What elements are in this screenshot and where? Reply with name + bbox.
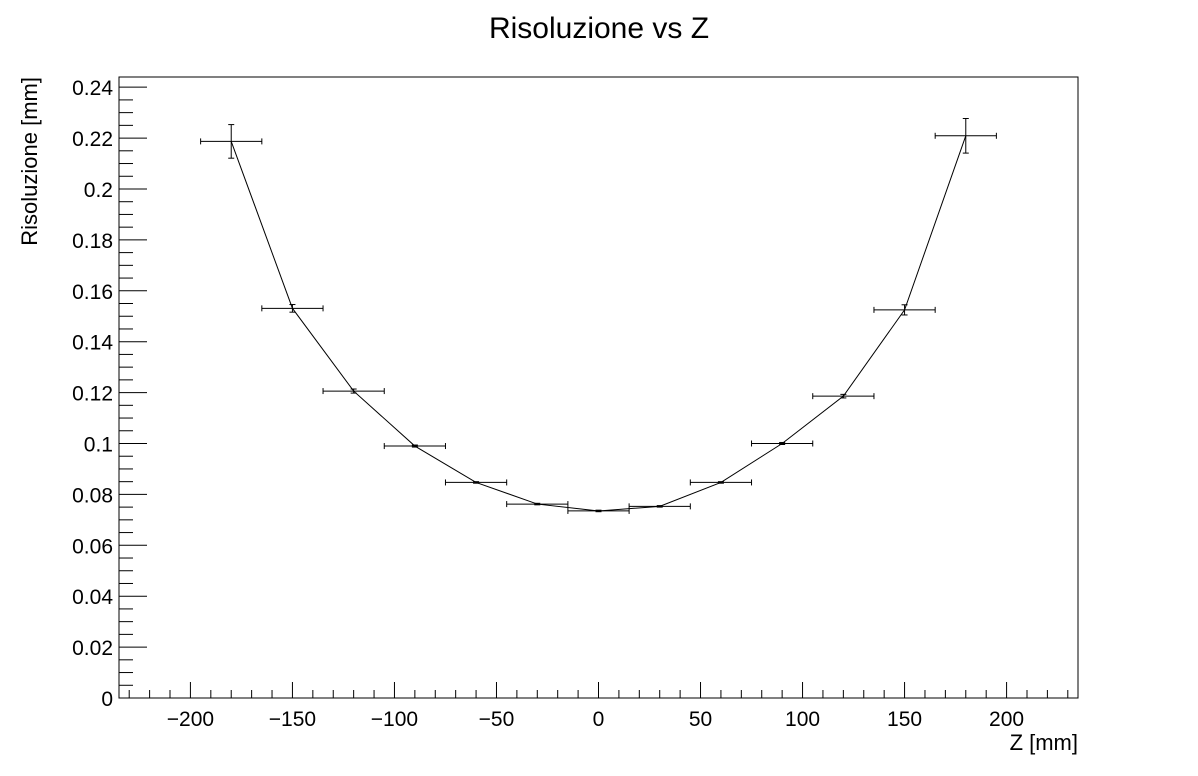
y-tick-label: 0.1 (84, 433, 113, 456)
data-point (200, 124, 263, 159)
y-axis: 0 0.02 0.04 0.06 0.08 0.1 0.12 0.14 0.16 0.18 0.2 0… (72, 77, 147, 711)
x-tick-label: −150 (269, 708, 316, 731)
x-tick-label: 0 (593, 708, 605, 731)
x-tick-label: −50 (479, 708, 515, 731)
x-tick-label: 100 (785, 708, 820, 731)
data-point (383, 443, 446, 450)
x-tick-label: 150 (887, 708, 922, 731)
series-line (230, 135, 967, 512)
data-series (200, 117, 997, 514)
data-point (444, 479, 508, 486)
x-axis: −200 −150 −100 −50 0 50 100 150 200 (128, 682, 1069, 731)
y-tick-label: 0.24 (72, 77, 113, 100)
x-tick-label: −200 (167, 708, 214, 731)
x-tick-label: −100 (371, 708, 418, 731)
x-tick-label: 50 (689, 708, 712, 731)
y-tick-label: 0.12 (72, 383, 113, 406)
data-point (322, 388, 385, 395)
data-point (934, 117, 997, 154)
data-point (873, 304, 936, 316)
y-tick-label: 0.14 (72, 332, 113, 355)
y-tick-label: 0.18 (72, 230, 113, 253)
data-point (506, 501, 569, 508)
y-tick-label: 0.16 (72, 281, 113, 304)
y-tick-label: 0 (101, 688, 113, 711)
data-point (628, 503, 691, 510)
chart-title: Risoluzione vs Z (489, 12, 709, 45)
y-tick-label: 0.22 (72, 128, 113, 151)
y-tick-label: 0.2 (84, 179, 113, 202)
y-tick-label: 0.08 (72, 484, 113, 507)
data-point (567, 507, 630, 514)
x-tick-label: 200 (989, 708, 1024, 731)
data-point (689, 479, 753, 486)
y-axis-label: Risoluzione [mm] (17, 77, 42, 246)
data-point (751, 440, 814, 447)
data-point (261, 304, 324, 313)
y-tick-label: 0.06 (72, 535, 113, 558)
y-tick-label: 0.04 (72, 586, 113, 609)
plot-frame (118, 76, 1079, 699)
y-tick-label: 0.02 (72, 637, 113, 660)
data-point (812, 393, 875, 400)
x-axis-label: Z [mm] (1010, 730, 1078, 755)
